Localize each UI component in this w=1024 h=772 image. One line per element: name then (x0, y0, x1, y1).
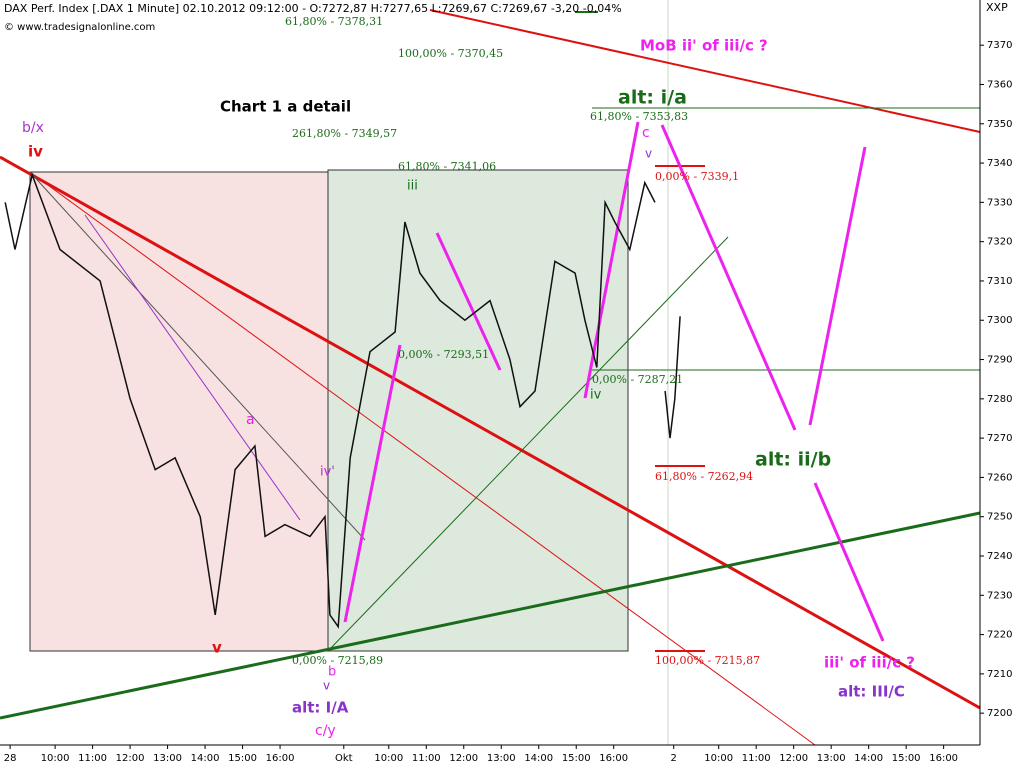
fib-label: 0,00% - 7287,21 (592, 373, 683, 386)
x-tick-label: 13:00 (487, 753, 516, 764)
annotation: iii (407, 179, 418, 194)
x-tick-label: 15:00 (228, 753, 257, 764)
annotation: alt: i/a (618, 87, 687, 109)
y-tick-label: 7280 (987, 394, 1012, 405)
x-tick-label: 16:00 (266, 753, 295, 764)
x-tick-label: 16:00 (929, 753, 958, 764)
annotation: v (323, 679, 330, 693)
trend-line (84, 214, 301, 521)
y-tick-label: 7350 (987, 119, 1012, 130)
y-tick-label: 7240 (987, 551, 1012, 562)
y-tick-label: 7310 (987, 276, 1012, 287)
x-tick-label: 15:00 (562, 753, 591, 764)
y-tick-label: 7360 (987, 79, 1012, 90)
x-tick-label: 14:00 (191, 753, 220, 764)
chart-title: DAX Perf. Index [.DAX 1 Minute] 02.10.20… (4, 2, 622, 15)
x-tick-label: 12:00 (116, 753, 145, 764)
y-tick-label: 7320 (987, 237, 1012, 248)
fib-label: 61,80% - 7262,94 (655, 470, 753, 483)
fib-label: 61,80% - 7341,06 (398, 160, 496, 173)
fib-label: 0,00% - 7293,51 (398, 348, 489, 361)
annotation: Chart 1 a detail (220, 98, 351, 116)
y-tick-label: 7220 (987, 630, 1012, 641)
x-tick-label: 2 (671, 753, 677, 764)
x-tick-label: 28 (4, 753, 17, 764)
x-tick-label: 12:00 (449, 753, 478, 764)
y-tick-label: 7230 (987, 590, 1012, 601)
fib-label: 0,00% - 7339,1 (655, 170, 739, 183)
trend-line (29, 171, 816, 746)
annotation: iii' of iii/c ? (824, 654, 915, 672)
fib-label: 100,00% - 7370,45 (398, 47, 503, 60)
annotation: c (642, 125, 650, 141)
copyright: © www.tradesignalonline.com (4, 22, 155, 33)
annotation: MoB ii' of iii/c ? (640, 37, 768, 55)
y-tick-label: 7290 (987, 355, 1012, 366)
fib-label: 61,80% - 7353,83 (590, 110, 688, 123)
annotation: alt: ii/b (755, 449, 831, 471)
y-tick-label: 7200 (987, 708, 1012, 719)
trend-line (327, 236, 729, 652)
annotation: v (645, 147, 652, 161)
fib-label: 0,00% - 7215,89 (292, 654, 383, 667)
y-axis-label: XXP (986, 1, 1008, 14)
x-tick-label: 11:00 (412, 753, 441, 764)
y-tick-label: 7300 (987, 315, 1012, 326)
y-tick-label: 7370 (987, 40, 1012, 51)
x-tick-label: 11:00 (742, 753, 771, 764)
annotation: alt: I/A (292, 699, 349, 717)
trend-line (0, 155, 981, 710)
x-tick-label: Okt (335, 753, 353, 764)
annotation: a (246, 412, 255, 428)
x-tick-label: 14:00 (854, 753, 883, 764)
annotation: alt: III/C (838, 683, 905, 701)
annotation: c/y (315, 723, 336, 739)
annotation: iv (28, 143, 43, 161)
x-tick-label: 14:00 (524, 753, 553, 764)
y-tick-label: 7210 (987, 669, 1012, 680)
x-tick-label: 13:00 (817, 753, 846, 764)
fib-label: 261,80% - 7349,57 (292, 127, 397, 140)
fib-label: 61,80% - 7378,31 (285, 15, 383, 28)
annotation: v (212, 639, 222, 657)
y-tick-label: 7270 (987, 433, 1012, 444)
x-tick-label: 10:00 (704, 753, 733, 764)
annotation: b/x (22, 120, 44, 136)
annotation: b (328, 665, 336, 680)
x-tick-label: 13:00 (153, 753, 182, 764)
annotation: iv (590, 388, 602, 403)
y-tick-label: 7330 (987, 197, 1012, 208)
x-tick-label: 10:00 (41, 753, 70, 764)
trend-line (0, 511, 981, 720)
trend-line (429, 9, 981, 133)
wave-lines (343, 121, 885, 642)
y-tick-label: 7260 (987, 472, 1012, 483)
x-tick-label: 11:00 (78, 753, 107, 764)
x-tick-label: 15:00 (892, 753, 921, 764)
x-tick-label: 12:00 (779, 753, 808, 764)
price-line (4, 172, 681, 629)
annotation: iv' (320, 465, 335, 480)
trend-line (29, 171, 366, 541)
y-tick-label: 7340 (987, 158, 1012, 169)
pink-box (29, 171, 329, 652)
fib-label: 100,00% - 7215,87 (655, 654, 760, 667)
green-box (327, 169, 629, 652)
x-tick-label: 16:00 (599, 753, 628, 764)
x-tick-label: 10:00 (374, 753, 403, 764)
y-tick-label: 7250 (987, 512, 1012, 523)
